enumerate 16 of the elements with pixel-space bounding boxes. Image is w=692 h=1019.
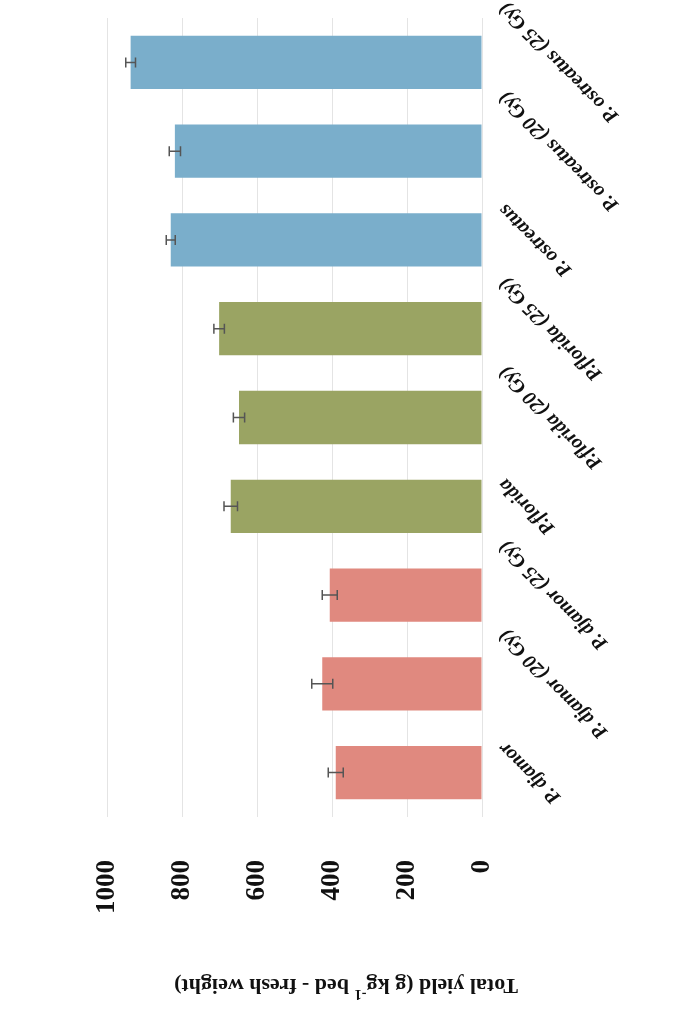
bar [335, 745, 482, 800]
x-tick-label: 600 [239, 860, 270, 901]
x-axis-title: Total yield (g kg-1 bed - fresh weight) [174, 974, 518, 1004]
x-tick-label: 1000 [89, 860, 120, 914]
bar [219, 302, 482, 356]
x-tick-label: 0 [464, 860, 495, 874]
bar [170, 213, 482, 267]
bar [130, 35, 482, 90]
bar [174, 124, 482, 178]
x-tick-label: 200 [389, 860, 420, 901]
x-tick-label: 800 [164, 860, 195, 901]
bar [239, 390, 482, 445]
bar [322, 657, 482, 711]
bar [329, 568, 482, 622]
bar [230, 479, 482, 533]
x-tick-label: 400 [314, 860, 345, 901]
